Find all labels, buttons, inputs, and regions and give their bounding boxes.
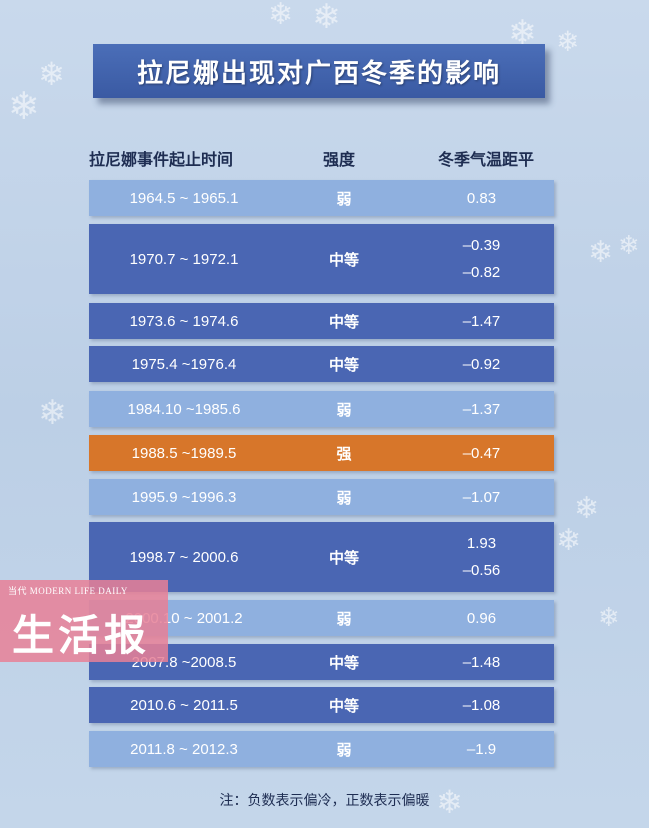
snowflake-icon: ❄ bbox=[556, 26, 580, 57]
period-cell: 1973.6 ~ 1974.6 bbox=[129, 312, 239, 330]
period-cell: 1995.9 ~1996.3 bbox=[131, 488, 237, 506]
intensity-cell: 弱 bbox=[336, 401, 352, 419]
intensity-cell: 弱 bbox=[336, 190, 352, 208]
snowflake-icon: ❄ bbox=[38, 394, 67, 432]
footnote: 注：负数表示偏冷，正数表示偏暖 bbox=[219, 792, 430, 808]
snowflake-icon: ❄ bbox=[8, 86, 40, 128]
snowflake-icon: ❄ bbox=[618, 230, 640, 260]
anomaly-cell: 1.93 –0.56 bbox=[462, 535, 501, 579]
period-cell: 2010.6 ~ 2011.5 bbox=[130, 696, 238, 714]
table-row: 1964.5 ~ 1965.1 弱 0.83 bbox=[89, 180, 554, 216]
title-banner: 拉尼娜出现对广西冬季的影响 bbox=[93, 44, 545, 98]
watermark-title: 生活报 bbox=[12, 612, 151, 659]
table-row: 1973.6 ~ 1974.6 中等 –1.47 bbox=[89, 303, 554, 339]
intensity-cell: 弱 bbox=[336, 741, 352, 759]
period-cell: 1988.5 ~1989.5 bbox=[131, 444, 237, 462]
snowflake-icon: ❄ bbox=[588, 236, 614, 269]
anomaly-cell: –1.9 bbox=[466, 740, 497, 758]
anomaly-cell: –0.47 bbox=[462, 444, 501, 462]
intensity-cell: 中等 bbox=[328, 654, 359, 672]
table-row: 1984.10 ~1985.6 弱 –1.37 bbox=[89, 391, 554, 427]
anomaly-cell: –1.47 bbox=[462, 312, 501, 330]
table-row-highlighted: 1988.5 ~1989.5 强 –0.47 bbox=[89, 435, 554, 471]
header-intensity: 强度 bbox=[323, 152, 356, 169]
watermark-logo: 当代 MODERN LIFE DAILY 生活报 bbox=[0, 580, 168, 662]
intensity-cell: 中等 bbox=[328, 313, 359, 331]
snowflake-icon: ❄ bbox=[574, 492, 600, 525]
period-cell: 1970.7 ~ 1972.1 bbox=[129, 250, 239, 268]
period-cell: 1964.5 ~ 1965.1 bbox=[129, 189, 239, 207]
period-cell: 1998.7 ~ 2000.6 bbox=[129, 548, 239, 566]
anomaly-cell: –0.39 –0.82 bbox=[462, 237, 501, 281]
period-cell: 2011.8 ~ 2012.3 bbox=[130, 740, 238, 758]
period-cell: 1984.10 ~1985.6 bbox=[127, 400, 241, 418]
header-anomaly: 冬季气温距平 bbox=[438, 152, 535, 169]
table-row: 2011.8 ~ 2012.3 弱 –1.9 bbox=[89, 731, 554, 767]
table-row: 1975.4 ~1976.4 中等 –0.92 bbox=[89, 346, 554, 382]
intensity-cell: 中等 bbox=[328, 251, 359, 269]
table-row: 1970.7 ~ 1972.1 中等 –0.39 –0.82 bbox=[89, 224, 554, 294]
table-row: 1995.9 ~1996.3 弱 –1.07 bbox=[89, 479, 554, 515]
snowflake-icon: ❄ bbox=[598, 602, 620, 632]
anomaly-cell: –0.92 bbox=[462, 355, 501, 373]
anomaly-cell: –1.48 bbox=[462, 653, 501, 671]
anomaly-cell: 0.96 bbox=[466, 609, 497, 627]
intensity-cell: 弱 bbox=[336, 489, 352, 507]
intensity-cell: 弱 bbox=[336, 610, 352, 628]
intensity-cell: 强 bbox=[336, 445, 352, 463]
table-row: 1998.7 ~ 2000.6 中等 1.93 –0.56 bbox=[89, 522, 554, 592]
header-period: 拉尼娜事件起止时间 bbox=[89, 152, 234, 169]
anomaly-cell: –1.08 bbox=[462, 696, 501, 714]
anomaly-cell: 0.83 bbox=[466, 189, 497, 207]
anomaly-cell: –1.07 bbox=[462, 488, 501, 506]
watermark-subtitle: 当代 MODERN LIFE DAILY bbox=[8, 586, 128, 596]
snowflake-icon: ❄ bbox=[268, 0, 294, 31]
intensity-cell: 中等 bbox=[328, 549, 359, 567]
table-row: 2010.6 ~ 2011.5 中等 –1.08 bbox=[89, 687, 554, 723]
intensity-cell: 中等 bbox=[328, 356, 359, 374]
page-title: 拉尼娜出现对广西冬季的影响 bbox=[136, 57, 501, 88]
anomaly-cell: –1.37 bbox=[462, 400, 501, 418]
snowflake-icon: ❄ bbox=[556, 524, 582, 557]
intensity-cell: 中等 bbox=[328, 697, 359, 715]
snowflake-icon: ❄ bbox=[38, 56, 65, 92]
snowflake-icon: ❄ bbox=[436, 784, 463, 820]
period-cell: 1975.4 ~1976.4 bbox=[131, 355, 237, 373]
snowflake-icon: ❄ bbox=[312, 0, 341, 36]
